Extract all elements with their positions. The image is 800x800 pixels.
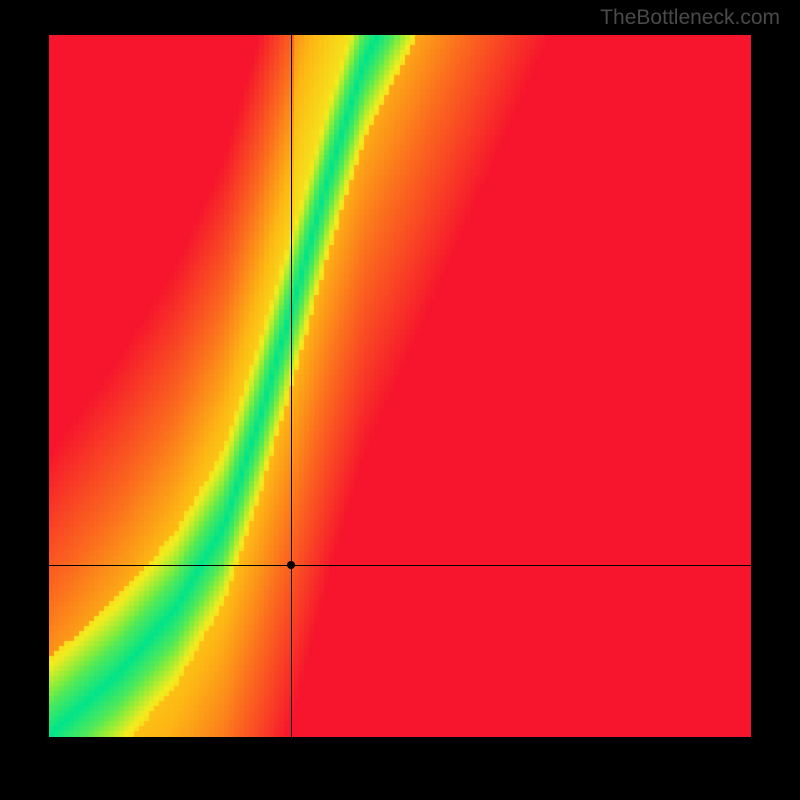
heatmap-plot [49,35,751,737]
watermark-text: TheBottleneck.com [600,6,780,30]
crosshair-marker [287,561,295,569]
crosshair-horizontal [49,565,751,566]
heatmap-canvas [49,35,751,737]
crosshair-vertical [291,35,292,737]
